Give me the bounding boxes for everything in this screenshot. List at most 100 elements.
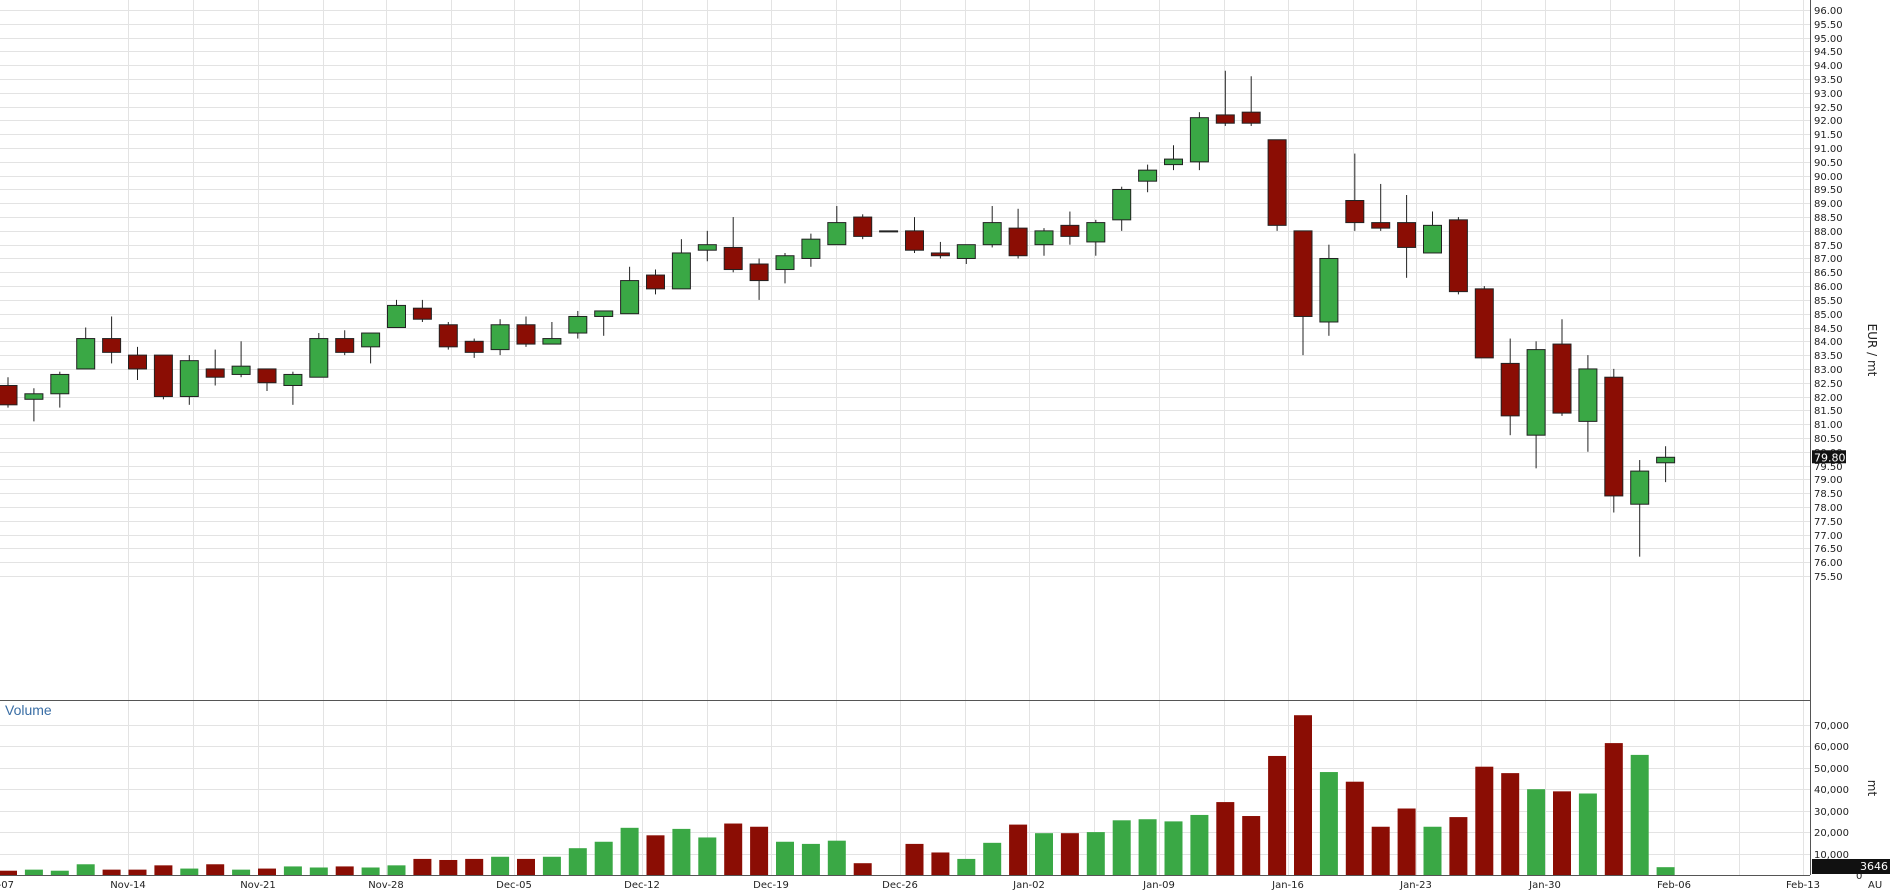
volume-tick-label: 40,000: [1814, 785, 1849, 796]
candle-up: [594, 310, 614, 317]
price-tick-label: 89.50: [1814, 185, 1843, 196]
price-tick-label: 93.00: [1814, 89, 1843, 100]
volume-bar: [491, 856, 510, 875]
volume-bar: [1060, 833, 1079, 875]
candle-up: [179, 360, 199, 398]
candle-up: [490, 324, 510, 351]
date-tick-label: Jan-02: [1012, 880, 1045, 890]
candle-down: [257, 368, 277, 384]
volume-bar: [1501, 773, 1520, 875]
volume-bar: [335, 866, 354, 875]
candle-down: [1293, 230, 1313, 317]
date-tick-label: Feb-13: [1786, 880, 1820, 890]
date-tick-label: Feb-06: [1657, 880, 1691, 890]
volume-bar: [1578, 793, 1597, 875]
candle-up: [1656, 456, 1676, 464]
volume-bar: [698, 837, 717, 875]
price-tick-label: 82.50: [1814, 379, 1843, 390]
volume-bar: [154, 865, 173, 875]
candle-up: [801, 238, 821, 259]
candle-up: [1034, 230, 1054, 246]
price-axis-unit-label: EUR / mt: [1865, 324, 1879, 377]
price-tick-label: 82.00: [1814, 393, 1843, 404]
date-tick-label: Nov-28: [368, 880, 404, 890]
volume-bar: [387, 865, 406, 875]
volume-bar: [1345, 781, 1364, 875]
candle-up: [50, 373, 70, 395]
volume-bar: [724, 823, 743, 875]
volume-bar: [517, 858, 535, 875]
date-tick-label: -07: [0, 880, 14, 890]
volume-tick-label: 0: [1856, 871, 1862, 882]
volume-bar: [931, 852, 950, 875]
price-tick-label: 76.50: [1814, 544, 1843, 555]
candle-up: [697, 244, 717, 251]
candle-up: [1319, 257, 1339, 323]
price-tick-label: 79.00: [1814, 475, 1843, 486]
last-volume-value: 3646: [1860, 860, 1888, 873]
volume-bar: [1475, 766, 1494, 875]
candle-up: [1189, 117, 1209, 163]
volume-tick-label: 50,000: [1814, 764, 1849, 775]
volume-bar: [206, 864, 225, 875]
price-tick-label: 86.50: [1814, 268, 1843, 279]
candle-down: [1060, 224, 1080, 237]
candle-up: [671, 252, 691, 290]
volume-series: [0, 715, 1675, 875]
candle-up: [361, 332, 381, 348]
candle-up: [1526, 349, 1546, 436]
volume-bar: [102, 869, 121, 875]
date-tick-label: Dec-19: [753, 880, 789, 890]
date-tick-label: Dec-12: [624, 880, 660, 890]
volume-tick-label: 30,000: [1814, 807, 1849, 818]
price-tick-label: 95.00: [1814, 34, 1843, 45]
volume-bar: [128, 869, 147, 875]
volume-bar: [1656, 867, 1675, 875]
candle-down: [1397, 222, 1417, 248]
price-tick-label: 75.50: [1814, 572, 1843, 583]
volume-pane-title: Volume: [5, 702, 52, 718]
volume-bar: [750, 826, 769, 875]
price-tick-label: 85.50: [1814, 296, 1843, 307]
date-tick-label: Jan-16: [1271, 880, 1304, 890]
candle-down: [905, 230, 924, 251]
volume-bar: [1423, 826, 1442, 875]
candle-up: [1086, 222, 1106, 243]
volume-bar: [957, 858, 976, 875]
volume-bar: [361, 867, 380, 875]
price-tick-label: 87.00: [1814, 254, 1843, 265]
date-tick-label: Dec-05: [496, 880, 532, 890]
volume-bar: [1035, 833, 1053, 875]
volume-bar: [1216, 802, 1235, 875]
price-tick-label: 81.50: [1814, 406, 1843, 417]
candle-up: [827, 222, 847, 246]
volume-bar: [1138, 819, 1157, 875]
candle-up: [24, 393, 44, 400]
volume-bar: [568, 848, 587, 875]
price-tick-label: 95.50: [1814, 20, 1843, 31]
date-tick-label: Jan-23: [1399, 880, 1432, 890]
last-volume-badge: 3646: [1812, 859, 1890, 874]
volume-bar: [1009, 824, 1028, 875]
volume-bar: [465, 858, 484, 875]
candle-down: [516, 324, 536, 345]
volume-bar: [439, 859, 458, 875]
price-tick-label: 93.50: [1814, 75, 1843, 86]
candle-down: [1448, 219, 1468, 293]
price-tick-label: 89.00: [1814, 199, 1843, 210]
price-gridlines: [0, 10, 1810, 577]
volume-bar: [258, 868, 276, 875]
price-tick-label: 84.00: [1814, 337, 1843, 348]
candle-up: [76, 338, 96, 370]
candlestick-series: [0, 70, 1676, 557]
volume-axis-ticks: 10,000 20,000 30,000 40,000 50,000 60,000 70,0…: [1814, 721, 1862, 882]
price-tick-label: 81.00: [1814, 420, 1843, 431]
volume-bar: [309, 867, 328, 875]
candle-up: [1630, 470, 1650, 505]
volume-bar: [180, 868, 199, 875]
candle-down: [438, 324, 458, 348]
price-tick-label: 84.50: [1814, 324, 1843, 335]
volume-bar: [413, 858, 432, 875]
volume-bar: [1294, 715, 1312, 875]
volume-bar: [1527, 789, 1546, 875]
